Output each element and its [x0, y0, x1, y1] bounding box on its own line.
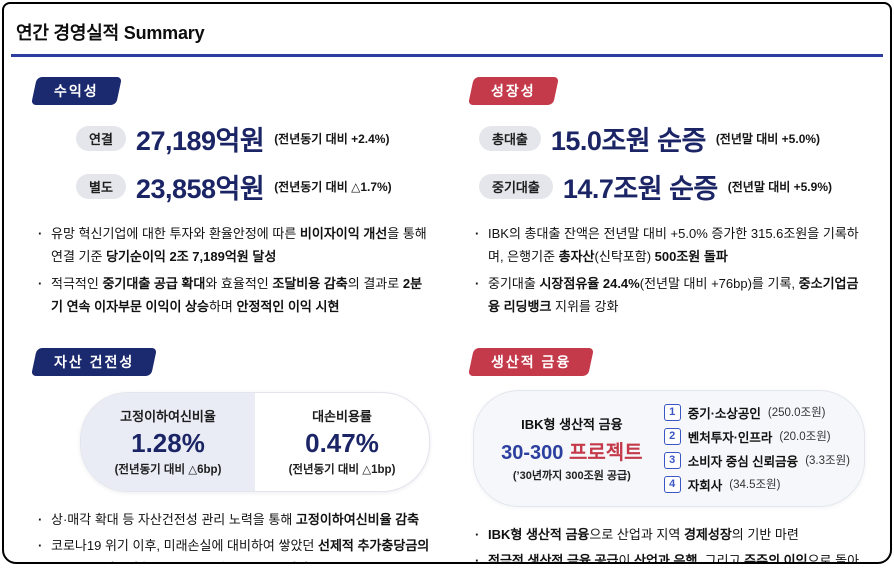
npl-ratio-box: 고정이하여신비율 1.28% (전년동기 대비 △6bp): [81, 392, 255, 491]
stat-label: 고정이하여신비율: [120, 408, 216, 424]
bullet-item: 상·매각 확대 등 자산건전성 관리 노력을 통해 고정이하여신비율 감축: [38, 508, 431, 532]
item-number-box: 2: [663, 427, 681, 445]
item-number-box: 3: [663, 451, 681, 469]
stat-note: (전년동기 대비 △1bp): [288, 463, 396, 476]
asset-quality-bullets: 상·매각 확대 등 자산건전성 관리 노력을 통해 고정이하여신비율 감축 코로…: [28, 508, 431, 562]
profitability-stats: 연결 27,189억원 (전년동기 대비 +2.4%) 별도 23,858억원 …: [76, 119, 431, 206]
stat-row-separate: 별도 23,858억원 (전년동기 대비 △1.7%): [76, 167, 431, 206]
stat-value: 1.28%: [131, 427, 205, 458]
profitability-badge: 수익성: [31, 77, 122, 105]
program-name-word: 프로젝트: [563, 441, 643, 464]
bullet-item: IBK형 생산적 금융으로 산업과 지역 경제성장의 기반 마련: [475, 523, 868, 547]
bullet-item: 코로나19 위기 이후, 미래손실에 대비하여 쌓았던 선제적 추가충당금의 영…: [38, 534, 431, 562]
stat-label: 대손비용률: [312, 408, 372, 424]
profitability-badge-label: 수익성: [54, 83, 99, 99]
growth-stats: 총대출 15.0조원 순증 (전년말 대비 +5.0%) 중기대출 14.7조원…: [479, 119, 868, 206]
program-name: 30-300 프로젝트: [492, 436, 652, 465]
bullet-item: 적극적인 중기대출 공급 확대와 효율적인 조달비용 감축의 결과로 2분기 연…: [38, 272, 431, 319]
profitability-bullets: 유망 혁신기업에 대한 투자와 환율안정에 따른 비이자이익 개선을 통해 연결…: [28, 222, 431, 319]
item-number-box: 1: [663, 403, 681, 421]
productive-finance-capsule: IBK형 생산적 금융 30-300 프로젝트 (’30년까지 300조원 공급…: [473, 389, 865, 507]
section-productive-finance: 생산적 금융 IBK형 생산적 금융 30-300 프로젝트 (’30년까지 3…: [465, 347, 868, 562]
item-amount: (20.0조원): [779, 431, 831, 444]
program-name-number: 30-300: [501, 441, 564, 464]
item-amount: (34.5조원): [729, 479, 781, 492]
program-title: IBK형 생산적 금융: [521, 416, 623, 432]
bullet-item: 유망 혁신기업에 대한 투자와 환율안정에 따른 비이자이익 개선을 통해 연결…: [38, 222, 431, 269]
productive-finance-badge-label: 생산적 금융: [491, 353, 572, 370]
stat-label: 총대출: [479, 126, 541, 151]
page-title: 연간 경영실적 Summary: [16, 23, 205, 43]
program-item: 3 소비자 중심 신뢰금융 (3.3조원): [663, 451, 850, 470]
stat-value: 0.47%: [305, 427, 379, 458]
stat-value: 27,189억원: [135, 126, 265, 156]
program-item-list: 1 중기·소상공인 (250.0조원) 2 벤처투자·인프라 (20.0조원) …: [663, 403, 850, 494]
stat-note: (전년말 대비 +5.9%): [727, 180, 832, 194]
bullet-item: 적극적 생산적 금융 공급이 산업과 은행, 그리고 주주의 이익으로 돌아오는…: [475, 549, 868, 562]
item-label: 벤처투자·인프라: [687, 430, 773, 445]
asset-quality-badge-label: 자산 건전성: [54, 353, 135, 370]
item-label: 소비자 중심 신뢰금융: [687, 454, 799, 469]
item-amount: (3.3조원): [805, 455, 850, 468]
item-label: 자회사: [687, 478, 723, 493]
item-amount: (250.0조원): [767, 407, 826, 420]
program-item: 1 중기·소상공인 (250.0조원): [663, 403, 850, 422]
stat-label: 별도: [76, 174, 126, 199]
stat-value: 15.0조원 순증: [550, 126, 706, 156]
section-growth: 성장성 총대출 15.0조원 순증 (전년말 대비 +5.0%) 중기대출 14…: [465, 77, 868, 322]
section-asset-quality: 자산 건전성 고정이하여신비율 1.28% (전년동기 대비 △6bp) 대손비…: [28, 347, 431, 562]
stat-row-total-loans: 총대출 15.0조원 순증 (전년말 대비 +5.0%): [479, 119, 868, 158]
productive-finance-badge: 생산적 금융: [468, 347, 595, 376]
credit-cost-box: 대손비용률 0.47% (전년동기 대비 △1bp): [255, 393, 429, 491]
stat-row-sme-loans: 중기대출 14.7조원 순증 (전년말 대비 +5.9%): [479, 167, 868, 206]
quadrant-grid: 수익성 연결 27,189억원 (전년동기 대비 +2.4%) 별도 23,85…: [4, 57, 890, 562]
productive-finance-bullets: IBK형 생산적 금융으로 산업과 지역 경제성장의 기반 마련 적극적 생산적…: [465, 523, 868, 562]
title-underline: [11, 54, 883, 57]
header: 연간 경영실적 Summary: [4, 4, 890, 54]
stat-note: (전년동기 대비 △6bp): [114, 463, 222, 476]
stat-label: 중기대출: [479, 174, 553, 199]
program-item: 4 자회사 (34.5조원): [663, 475, 850, 494]
stat-note: (전년말 대비 +5.0%): [715, 132, 821, 146]
growth-badge-label: 성장성: [491, 83, 536, 99]
stat-value: 14.7조원 순증: [562, 174, 718, 204]
bullet-item: 중기대출 시장점유율 24.4%(전년말 대비 +76bp)를 기록, 중소기업…: [475, 272, 868, 319]
item-label: 중기·소상공인: [687, 406, 761, 421]
stat-note: (전년동기 대비 +2.4%): [274, 132, 390, 146]
item-number-box: 4: [663, 475, 681, 493]
program-subtitle: (’30년까지 300조원 공급): [512, 469, 631, 482]
section-profitability: 수익성 연결 27,189억원 (전년동기 대비 +2.4%) 별도 23,85…: [28, 77, 431, 322]
asset-quality-capsule: 고정이하여신비율 1.28% (전년동기 대비 △6bp) 대손비용률 0.47…: [80, 391, 430, 492]
program-summary: IBK형 생산적 금융 30-300 프로젝트 (’30년까지 300조원 공급…: [492, 414, 652, 483]
asset-quality-badge: 자산 건전성: [31, 347, 158, 376]
growth-badge: 성장성: [468, 77, 559, 105]
stat-value: 23,858억원: [135, 174, 265, 204]
bullet-item: IBK의 총대출 잔액은 전년말 대비 +5.0% 증가한 315.6조원을 기…: [475, 222, 868, 269]
stat-note: (전년동기 대비 △1.7%): [274, 180, 392, 194]
program-item: 2 벤처투자·인프라 (20.0조원): [663, 427, 850, 446]
growth-bullets: IBK의 총대출 잔액은 전년말 대비 +5.0% 증가한 315.6조원을 기…: [465, 222, 868, 319]
stat-row-consolidated: 연결 27,189억원 (전년동기 대비 +2.4%): [76, 119, 431, 158]
stat-label: 연결: [76, 126, 126, 151]
